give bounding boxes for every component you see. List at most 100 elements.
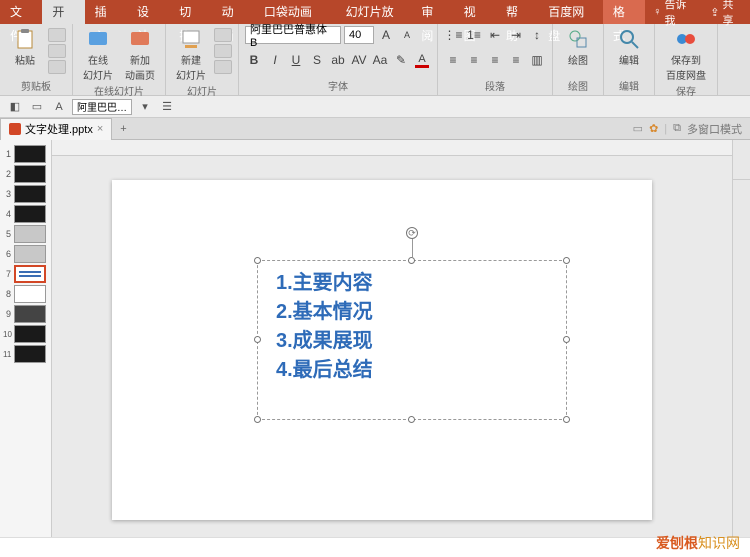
line-spacing-button[interactable]: ↕: [528, 26, 546, 44]
bold-button[interactable]: B: [245, 51, 263, 69]
indent-dec-button[interactable]: ⇤: [486, 26, 504, 44]
font-color-swatch: [415, 65, 429, 68]
qt-btn-4[interactable]: ▾: [136, 99, 154, 115]
new-doc-button[interactable]: +: [112, 123, 134, 135]
align-center-button[interactable]: ≡: [465, 51, 483, 69]
shadow-button[interactable]: ab: [329, 51, 347, 69]
thumb-9[interactable]: [14, 305, 46, 323]
group-paragraph: ⋮≡ 1≡ ⇤ ⇥ ↕ ≡ ≡ ≡ ≡ ▥ 段落: [438, 24, 553, 95]
spacing-button[interactable]: AV: [350, 51, 368, 69]
anim-icon: [129, 28, 151, 50]
thumb-1[interactable]: [14, 145, 46, 163]
close-tab-icon[interactable]: ×: [97, 123, 103, 135]
thumb-7[interactable]: [14, 265, 46, 283]
handle-tr[interactable]: [563, 257, 570, 264]
handle-b[interactable]: [408, 416, 415, 423]
qt-btn-1[interactable]: ◧: [6, 99, 24, 115]
align-right-button[interactable]: ≡: [486, 51, 504, 69]
find-icon: [618, 28, 640, 50]
layout-button[interactable]: [214, 28, 232, 42]
tab-file[interactable]: 文件: [0, 0, 42, 24]
highlight-button[interactable]: ✎: [392, 51, 410, 69]
qt-btn-5[interactable]: ☰: [158, 99, 176, 115]
qt-btn-3[interactable]: A: [50, 99, 68, 115]
multiwindow-label[interactable]: 多窗口模式: [687, 121, 742, 137]
slide-canvas[interactable]: ⟳ 1.主要内容 2.基本情况 3.成果展现 4.最后总结: [52, 140, 732, 537]
justify-button[interactable]: ≡: [507, 51, 525, 69]
font-name-select[interactable]: 阿里巴巴普惠体 B: [245, 26, 341, 44]
handle-r[interactable]: [563, 336, 570, 343]
online-slides-button[interactable]: 在线 幻灯片: [79, 26, 117, 82]
underline-button[interactable]: U: [287, 51, 305, 69]
thumb-5[interactable]: [14, 225, 46, 243]
right-panel-tabs: [732, 140, 750, 537]
rotation-handle[interactable]: ⟳: [406, 227, 418, 239]
strike-button[interactable]: S: [308, 51, 326, 69]
bulb-icon: ♀: [653, 6, 661, 18]
group-online-slides: 在线 幻灯片 新加 动画页 在线幻灯片: [73, 24, 166, 95]
new-anim-page-button[interactable]: 新加 动画页: [121, 26, 159, 82]
cut-button[interactable]: [48, 28, 66, 42]
tab-animation[interactable]: 动画: [212, 0, 254, 24]
editing-group-label: 编辑: [610, 77, 648, 95]
thumb-6[interactable]: [14, 245, 46, 263]
numbering-button[interactable]: 1≡: [465, 26, 483, 44]
handle-tl[interactable]: [254, 257, 261, 264]
tab-home[interactable]: 开始: [42, 0, 84, 24]
italic-button[interactable]: I: [266, 51, 284, 69]
save-baidu-button[interactable]: 保存到 百度网盘: [661, 26, 711, 82]
handle-l[interactable]: [254, 336, 261, 343]
watermark: 爱刨根知识网: [656, 533, 740, 553]
tab-insert[interactable]: 插入: [85, 0, 127, 24]
paste-button[interactable]: 粘贴: [6, 26, 44, 67]
handle-t[interactable]: [408, 257, 415, 264]
increase-font-button[interactable]: A: [377, 26, 395, 44]
slide[interactable]: ⟳ 1.主要内容 2.基本情况 3.成果展现 4.最后总结: [112, 180, 652, 520]
copy-button[interactable]: [48, 44, 66, 58]
thumb-4[interactable]: [14, 205, 46, 223]
tab-format[interactable]: 格式: [603, 0, 645, 24]
font-size-select[interactable]: 40: [344, 26, 374, 44]
bullets-button[interactable]: ⋮≡: [444, 26, 462, 44]
thumb-3[interactable]: [14, 185, 46, 203]
text-box[interactable]: ⟳ 1.主要内容 2.基本情况 3.成果展现 4.最后总结: [257, 260, 567, 420]
tab-view[interactable]: 视图: [454, 0, 496, 24]
doc-tab-name: 文字处理.pptx: [25, 121, 93, 137]
tab-transition[interactable]: 切换: [169, 0, 211, 24]
qt-font-select[interactable]: 阿里巴巴…: [72, 99, 132, 115]
handle-br[interactable]: [563, 416, 570, 423]
text-content[interactable]: 1.主要内容 2.基本情况 3.成果展现 4.最后总结: [258, 261, 566, 393]
thumb-10[interactable]: [14, 325, 46, 343]
tab-help[interactable]: 帮助: [496, 0, 538, 24]
doc-tab[interactable]: 文字处理.pptx ×: [0, 118, 112, 140]
tab-baidu[interactable]: 百度网盘: [538, 0, 603, 24]
gear-icon[interactable]: ✿: [649, 122, 658, 135]
indent-inc-button[interactable]: ⇥: [507, 26, 525, 44]
book-icon[interactable]: ▭: [633, 122, 643, 135]
font-group-label: 字体: [245, 77, 431, 95]
drawing-button[interactable]: 绘图: [559, 26, 597, 67]
reset-button[interactable]: [214, 44, 232, 58]
tab-design[interactable]: 设计: [127, 0, 169, 24]
tab-slideshow[interactable]: 幻灯片放映: [336, 0, 412, 24]
quick-toolbar: ◧ ▭ A 阿里巴巴… ▾ ☰: [0, 96, 750, 118]
new-slide-button[interactable]: 新建 幻灯片: [172, 26, 210, 82]
format-painter-button[interactable]: [48, 60, 66, 74]
case-button[interactable]: Aa: [371, 51, 389, 69]
drawing-group-label: 绘图: [559, 77, 597, 95]
group-drawing: 绘图 绘图: [553, 24, 604, 95]
font-color-button[interactable]: A: [413, 51, 431, 69]
text-line-1: 1.主要内容: [276, 269, 548, 298]
editing-button[interactable]: 编辑: [610, 26, 648, 67]
thumb-2[interactable]: [14, 165, 46, 183]
align-left-button[interactable]: ≡: [444, 51, 462, 69]
thumb-8[interactable]: [14, 285, 46, 303]
section-button[interactable]: [214, 60, 232, 74]
thumb-11[interactable]: [14, 345, 46, 363]
handle-bl[interactable]: [254, 416, 261, 423]
decrease-font-button[interactable]: A: [398, 26, 416, 44]
tab-review[interactable]: 审阅: [411, 0, 453, 24]
columns-button[interactable]: ▥: [528, 51, 546, 69]
vtab-1[interactable]: [733, 140, 750, 180]
qt-btn-2[interactable]: ▭: [28, 99, 46, 115]
